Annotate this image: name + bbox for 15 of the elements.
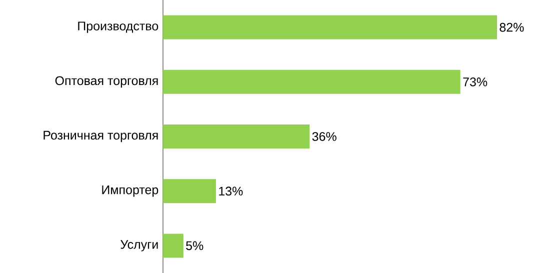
bar xyxy=(163,234,184,258)
data-label: 36% xyxy=(312,132,336,141)
bar xyxy=(163,124,310,149)
y-tick-label: Оптовая торговля xyxy=(55,76,158,88)
data-label: 5% xyxy=(186,241,204,250)
y-tick-label: Производство xyxy=(78,22,158,33)
y-tick-label: Розничная торговля xyxy=(44,130,158,142)
y-tick-label: Импортер xyxy=(102,186,158,197)
data-label: 73% xyxy=(463,77,488,86)
bar xyxy=(163,179,216,204)
bar xyxy=(163,15,498,40)
bar xyxy=(163,70,460,94)
data-label: 82% xyxy=(500,22,524,32)
y-tick-label: Услуги xyxy=(120,240,158,252)
data-label: 13% xyxy=(219,186,243,196)
